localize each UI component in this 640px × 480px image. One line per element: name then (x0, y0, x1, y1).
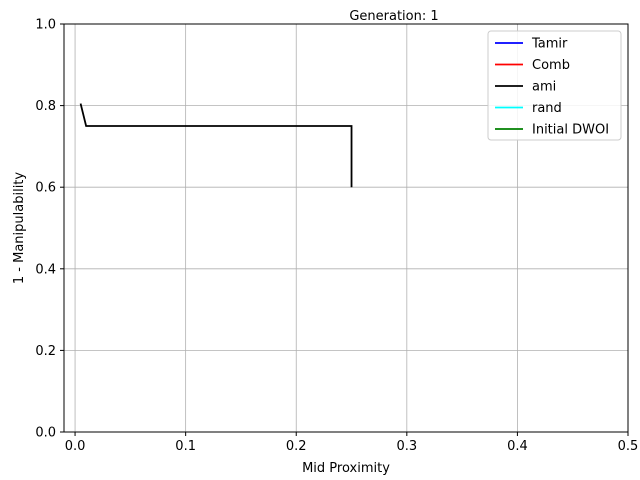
x-tick-label: 0.2 (286, 439, 307, 454)
legend-label: rand (532, 101, 562, 116)
chart-title: Generation: 1 (349, 9, 438, 24)
x-tick-label: 0.3 (396, 439, 417, 454)
x-axis-label: Mid Proximity (302, 461, 390, 476)
y-tick-label: 0.4 (35, 262, 56, 277)
legend-label: Initial DWOI (532, 123, 609, 138)
legend-label: Comb (532, 58, 570, 73)
y-tick-label: 0.6 (35, 181, 56, 196)
y-tick-label: 1.0 (35, 18, 56, 33)
legend-label: Tamir (531, 37, 568, 52)
y-tick-label: 0.8 (35, 99, 56, 114)
x-tick-label: 0.4 (507, 439, 528, 454)
y-axis-label: 1 - Manipulability (12, 172, 27, 285)
x-tick-label: 0.1 (175, 439, 196, 454)
x-tick-label: 0.5 (618, 439, 639, 454)
x-tick-label: 0.0 (65, 439, 86, 454)
y-tick-label: 0.2 (35, 344, 56, 359)
legend: Tamir Comb ami rand Initial DWOI (488, 31, 621, 140)
y-tick-label: 0.0 (35, 426, 56, 441)
legend-label: ami (532, 80, 556, 95)
